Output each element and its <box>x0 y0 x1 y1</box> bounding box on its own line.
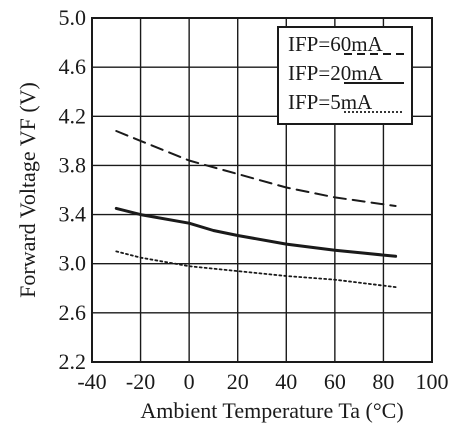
x-tick-label: 80 <box>372 369 394 394</box>
y-tick-label: 4.6 <box>59 54 87 79</box>
x-tick-label: 100 <box>416 369 449 394</box>
y-tick-label: 5.0 <box>59 5 87 30</box>
x-axis-title: Ambient Temperature Ta (°C) <box>140 398 403 423</box>
y-axis-title: Forward Voltage VF (V) <box>15 82 40 298</box>
x-tick-label: -20 <box>126 369 155 394</box>
legend-label: IFP=5mA <box>288 90 373 114</box>
legend-box <box>277 26 413 125</box>
x-tick-labels: -40 -20 0 20 40 60 80 100 <box>77 369 448 394</box>
series-line-ifp-60ma <box>115 130 397 207</box>
y-tick-label: 3.0 <box>59 251 87 276</box>
series-line-ifp-5ma <box>115 250 397 288</box>
y-tick-label: 2.6 <box>59 300 87 325</box>
x-tick-label: 0 <box>184 369 195 394</box>
series-line-ifp-20ma <box>114 206 398 258</box>
series-lines <box>114 130 398 288</box>
y-tick-label: 3.4 <box>59 202 87 227</box>
y-tick-label: 4.2 <box>59 103 87 128</box>
x-tick-label: -40 <box>77 369 106 394</box>
plot-frame <box>91 17 433 363</box>
x-tick-label: 20 <box>227 369 249 394</box>
x-tick-label: 60 <box>324 369 346 394</box>
legend-label: IFP=20mA <box>288 61 384 85</box>
x-tick-label: 40 <box>275 369 297 394</box>
y-tick-labels: 2.2 2.6 3.0 3.4 3.8 4.2 4.6 5.0 <box>59 5 87 374</box>
legend: IFP=60mA IFP=20mA IFP=5mA <box>277 26 413 125</box>
y-tick-label: 3.8 <box>59 152 87 177</box>
y-tick-label: 2.2 <box>59 349 87 374</box>
legend-label: IFP=60mA <box>288 32 384 56</box>
